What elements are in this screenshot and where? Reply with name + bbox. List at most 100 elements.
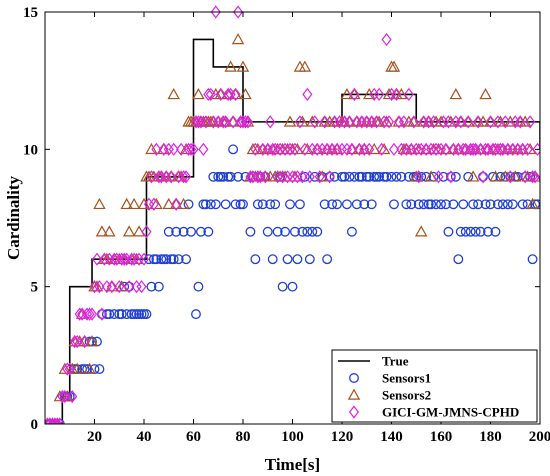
diamond-point bbox=[507, 142, 518, 156]
diamond-point bbox=[388, 142, 400, 156]
diamond-point bbox=[517, 142, 528, 156]
diamond-point bbox=[349, 87, 360, 101]
x-tick-label: 100 bbox=[281, 429, 304, 445]
diamond-point bbox=[265, 115, 276, 129]
triangle-point bbox=[382, 87, 396, 100]
circle-point bbox=[497, 199, 508, 210]
diamond-point bbox=[393, 115, 404, 129]
circle-point bbox=[480, 199, 491, 210]
circle-point bbox=[173, 254, 184, 265]
diamond-point bbox=[262, 142, 273, 156]
legend-circle-swatch bbox=[349, 373, 359, 383]
diamond-point bbox=[138, 252, 150, 266]
diamond-point bbox=[344, 115, 355, 129]
diamond-point bbox=[57, 389, 68, 404]
diamond-point bbox=[59, 389, 70, 404]
triangle-point bbox=[165, 170, 178, 182]
circle-point bbox=[101, 309, 112, 320]
diamond-point bbox=[440, 142, 452, 156]
circle-point bbox=[195, 226, 206, 237]
diamond-point bbox=[245, 170, 256, 184]
y-tick-label: 15 bbox=[23, 5, 38, 21]
diamond-point bbox=[495, 142, 506, 156]
diamond-point bbox=[208, 115, 219, 129]
series-gici-gm-jmns-cphd bbox=[45, 5, 540, 424]
circle-point bbox=[299, 171, 310, 182]
circle-point bbox=[250, 254, 261, 265]
circle-point bbox=[304, 254, 315, 265]
triangle-point bbox=[444, 115, 458, 127]
x-tick-label: 140 bbox=[380, 429, 403, 445]
diamond-point bbox=[131, 280, 142, 294]
triangle-point bbox=[75, 307, 89, 319]
circle-point bbox=[448, 199, 459, 210]
diamond-point bbox=[119, 252, 130, 266]
legend-entry-label: Sensors1 bbox=[382, 371, 431, 386]
diamond-point bbox=[406, 142, 417, 156]
diamond-point bbox=[341, 142, 353, 156]
diamond-point bbox=[396, 142, 407, 156]
diamond-point bbox=[327, 142, 338, 156]
diamond-point bbox=[156, 170, 167, 184]
diamond-point bbox=[237, 115, 249, 129]
diamond-point bbox=[401, 142, 412, 156]
diamond-point bbox=[94, 280, 105, 294]
triangle-point bbox=[288, 170, 302, 182]
circle-point bbox=[517, 199, 528, 210]
diamond-point bbox=[421, 142, 432, 156]
circle-point bbox=[342, 199, 352, 210]
diamond-point bbox=[500, 115, 511, 129]
circle-point bbox=[468, 199, 479, 210]
diamond-point bbox=[287, 170, 298, 184]
diamond-point bbox=[220, 115, 231, 129]
triangle-point bbox=[407, 115, 420, 127]
circle-point bbox=[163, 226, 174, 237]
diamond-point bbox=[532, 142, 540, 156]
triangle-point bbox=[414, 225, 428, 237]
diamond-point bbox=[438, 115, 449, 129]
legend-entry-label: Sensors2 bbox=[382, 388, 431, 403]
circle-point bbox=[332, 199, 343, 210]
circle-point bbox=[49, 419, 60, 424]
circle-point bbox=[527, 254, 538, 265]
diamond-point bbox=[463, 115, 474, 129]
diamond-point bbox=[104, 252, 115, 266]
diamond-point bbox=[200, 115, 211, 129]
triangle-point bbox=[518, 115, 532, 127]
circle-point bbox=[346, 226, 357, 237]
triangle-point bbox=[127, 197, 141, 210]
diamond-point bbox=[324, 170, 335, 184]
circle-point bbox=[473, 199, 484, 210]
diamond-point bbox=[505, 170, 516, 184]
diamond-point bbox=[497, 142, 508, 156]
diamond-point bbox=[272, 170, 283, 184]
triangle-point bbox=[78, 335, 91, 347]
circle-point bbox=[161, 254, 172, 265]
triangle-point bbox=[392, 115, 406, 127]
triangle-point bbox=[521, 170, 534, 182]
circle-point bbox=[319, 199, 330, 210]
diamond-point bbox=[331, 142, 343, 156]
triangle-point bbox=[330, 142, 344, 155]
circle-point bbox=[502, 199, 513, 210]
diamond-point bbox=[185, 142, 197, 156]
diamond-point bbox=[111, 252, 122, 266]
circle-point bbox=[238, 199, 248, 210]
triangle-point bbox=[306, 115, 319, 127]
circle-point bbox=[168, 254, 179, 265]
y-axis-label: Cardinality bbox=[4, 175, 23, 260]
circle-point bbox=[359, 199, 370, 210]
diamond-point bbox=[252, 170, 263, 184]
diamond-point bbox=[302, 87, 313, 101]
circle-point bbox=[141, 309, 152, 320]
circle-point bbox=[210, 199, 221, 210]
circle-point bbox=[426, 199, 437, 210]
triangle-point bbox=[422, 115, 435, 127]
circle-point bbox=[245, 226, 256, 237]
diamond-point bbox=[492, 115, 503, 129]
diamond-point bbox=[166, 170, 177, 184]
triangle-point bbox=[410, 170, 423, 182]
diamond-point bbox=[371, 115, 382, 129]
circle-point bbox=[94, 364, 105, 375]
circle-point bbox=[114, 309, 125, 320]
